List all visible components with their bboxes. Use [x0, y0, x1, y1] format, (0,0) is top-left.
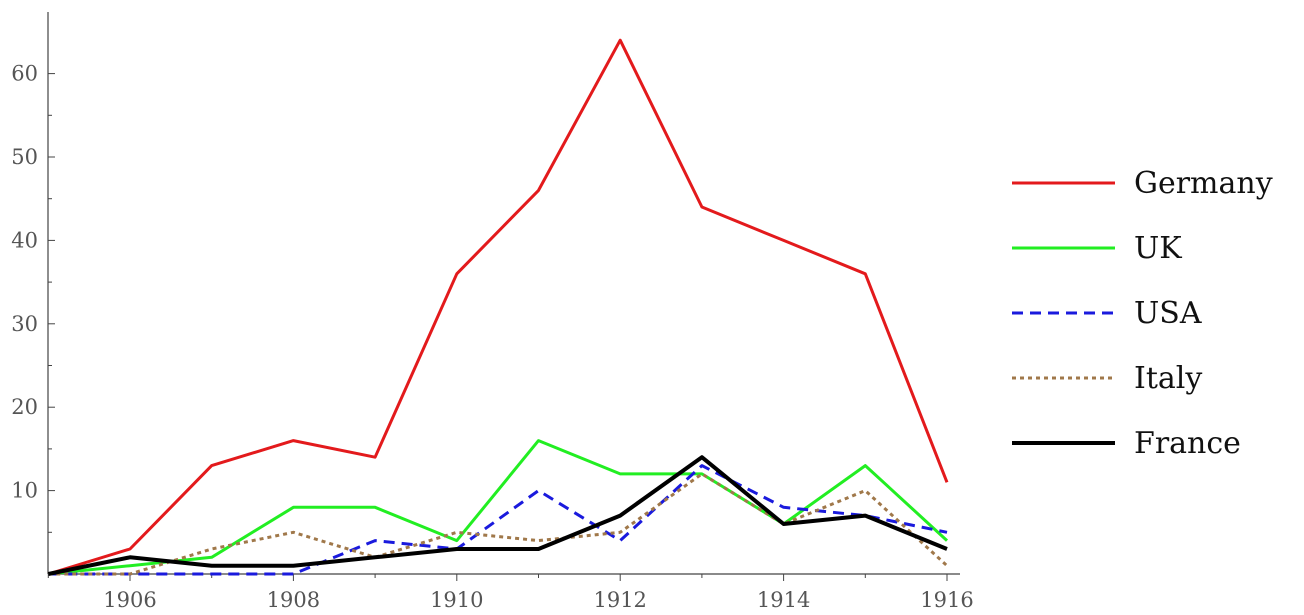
- chart-ticks: 1906 1908 1910 1912 1914 1916 10 20 30 40 50 60: [11, 62, 973, 612]
- series-line-italy: [48, 472, 949, 576]
- x-tick-label: 1914: [757, 588, 810, 612]
- y-tick-label: 20: [11, 395, 38, 419]
- y-tick-label: 10: [11, 479, 38, 503]
- y-tick-label: 50: [11, 145, 38, 169]
- legend-label-usa: USA: [1134, 296, 1202, 331]
- chart-legend: Germany UK USA Italy France: [1012, 166, 1273, 461]
- y-tick-label: 40: [11, 228, 38, 252]
- x-tick-label: 1916: [920, 588, 973, 612]
- series-line-germany: [47, 38, 949, 576]
- legend-label-germany: Germany: [1134, 166, 1273, 201]
- series-line-france: [47, 455, 948, 576]
- y-tick-label: 60: [11, 62, 38, 86]
- x-tick-label: 1906: [103, 588, 156, 612]
- series-line-uk: [48, 439, 949, 576]
- series-line-usa: [48, 464, 948, 576]
- x-tick-label: 1908: [267, 588, 320, 612]
- chart-axes: [47, 12, 960, 575]
- x-tick-label: 1912: [593, 588, 646, 612]
- legend-label-uk: UK: [1134, 231, 1182, 266]
- legend-label-italy: Italy: [1134, 361, 1202, 396]
- x-tick-label: 1910: [430, 588, 483, 612]
- legend-label-france: France: [1134, 426, 1241, 461]
- y-tick-label: 30: [11, 312, 38, 336]
- chart-series: [47, 38, 949, 576]
